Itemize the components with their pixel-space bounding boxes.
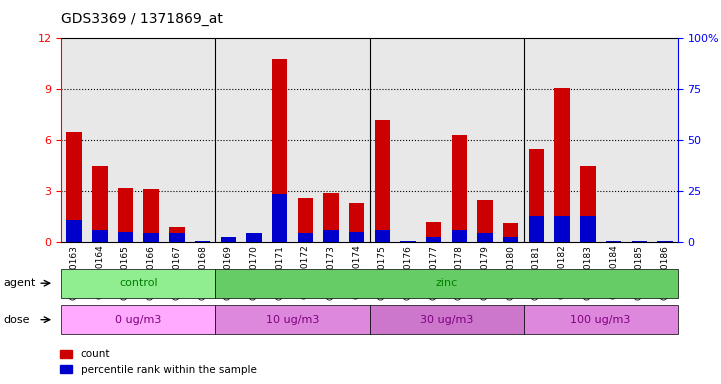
Bar [400, 241, 416, 242]
Bar [195, 241, 211, 242]
Bar [375, 120, 390, 242]
Bar [632, 241, 647, 242]
Bar [221, 237, 236, 242]
Bar [169, 227, 185, 242]
Bar [272, 59, 288, 242]
Bar [400, 240, 416, 242]
Text: zinc: zinc [435, 278, 458, 288]
Bar [118, 232, 133, 242]
Bar [66, 220, 82, 242]
Text: GDS3369 / 1371869_at: GDS3369 / 1371869_at [61, 12, 224, 25]
Bar [92, 166, 107, 242]
Bar [503, 237, 518, 242]
Bar [451, 135, 467, 242]
Bar [195, 241, 211, 242]
Bar [554, 217, 570, 242]
Bar [66, 132, 82, 242]
Bar [323, 230, 339, 242]
Bar [143, 233, 159, 242]
Bar [143, 189, 159, 242]
Bar [528, 149, 544, 242]
Bar [298, 233, 313, 242]
Legend: count, percentile rank within the sample: count, percentile rank within the sample [56, 345, 261, 379]
Text: agent: agent [4, 278, 36, 288]
Text: 10 ug/m3: 10 ug/m3 [266, 314, 319, 325]
Bar [554, 88, 570, 242]
Bar [298, 198, 313, 242]
Bar [221, 238, 236, 242]
Text: 0 ug/m3: 0 ug/m3 [115, 314, 162, 325]
Bar [580, 166, 596, 242]
Bar [528, 217, 544, 242]
Bar [349, 232, 364, 242]
Bar [247, 233, 262, 242]
Bar [426, 222, 441, 242]
Bar [477, 200, 493, 242]
Bar [632, 241, 647, 242]
Bar [247, 233, 262, 242]
Bar [349, 203, 364, 242]
Text: dose: dose [4, 314, 30, 325]
Bar [169, 233, 185, 242]
Text: 30 ug/m3: 30 ug/m3 [420, 314, 473, 325]
Bar [451, 230, 467, 242]
Bar [606, 241, 622, 242]
Bar [375, 230, 390, 242]
Bar [477, 233, 493, 242]
Bar [580, 217, 596, 242]
Bar [426, 237, 441, 242]
Bar [92, 230, 107, 242]
Bar [503, 223, 518, 242]
Bar [323, 193, 339, 242]
Text: control: control [119, 278, 158, 288]
Bar [118, 188, 133, 242]
Bar [658, 241, 673, 242]
Bar [606, 241, 622, 242]
Bar [272, 194, 288, 242]
Text: 100 ug/m3: 100 ug/m3 [570, 314, 631, 325]
Bar [658, 241, 673, 242]
